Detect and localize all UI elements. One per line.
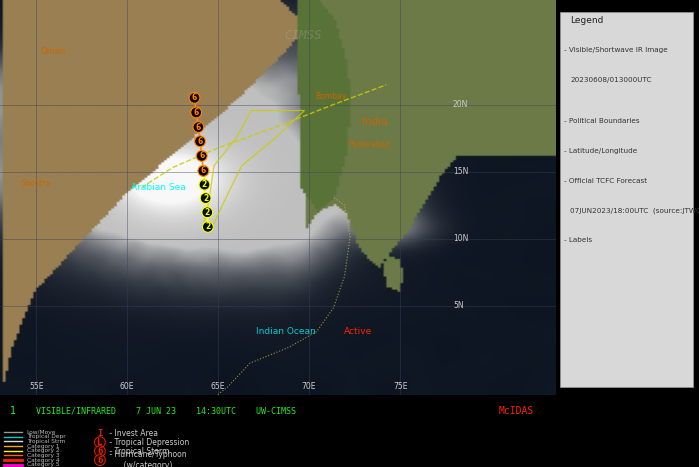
- Text: - Official TCFC Forecast: - Official TCFC Forecast: [564, 177, 647, 184]
- Text: 6: 6: [97, 455, 103, 465]
- Text: India: India: [362, 117, 388, 127]
- Text: 6: 6: [201, 166, 206, 176]
- Text: 70E: 70E: [302, 382, 316, 391]
- Text: 10N: 10N: [453, 234, 468, 243]
- Text: 6: 6: [196, 122, 201, 132]
- Text: Active: Active: [345, 327, 373, 336]
- Text: 6: 6: [97, 446, 103, 456]
- Text: McIDAS: McIDAS: [498, 406, 533, 416]
- Text: Bombay: Bombay: [315, 92, 346, 101]
- Text: 07JUN2023/18:00UTC  (source:JTWC): 07JUN2023/18:00UTC (source:JTWC): [570, 207, 699, 214]
- Text: Hyderabad: Hyderabad: [348, 140, 391, 149]
- Text: - Political Boundaries: - Political Boundaries: [564, 118, 640, 124]
- Text: - Hurricane/Typhoon
       (w/category): - Hurricane/Typhoon (w/category): [107, 450, 187, 467]
- Text: 2: 2: [206, 222, 210, 232]
- Text: - Latitude/Longitude: - Latitude/Longitude: [564, 148, 637, 154]
- Text: 2: 2: [203, 194, 208, 203]
- Text: 6: 6: [192, 93, 197, 102]
- Text: - Tropical Storm: - Tropical Storm: [107, 446, 170, 456]
- Text: L: L: [97, 438, 103, 447]
- Text: - Visible/Shortwave IR Image: - Visible/Shortwave IR Image: [564, 47, 668, 53]
- Text: 6: 6: [197, 137, 203, 146]
- Text: Tropical Strm: Tropical Strm: [27, 439, 65, 444]
- Text: CIMSS: CIMSS: [284, 29, 322, 42]
- Text: 5N: 5N: [453, 301, 463, 311]
- Text: Tropical Depr: Tropical Depr: [27, 434, 65, 439]
- Text: 2: 2: [202, 180, 207, 189]
- Text: Legend: Legend: [570, 16, 603, 25]
- Text: 2: 2: [205, 208, 210, 217]
- Text: VISIBLE/INFRARED    7 JUN 23    14:30UTC    UW-CIMSS: VISIBLE/INFRARED 7 JUN 23 14:30UTC UW-CI…: [36, 406, 296, 416]
- Text: 20230608/013000UTC: 20230608/013000UTC: [570, 77, 651, 83]
- Text: Category 1: Category 1: [27, 444, 59, 449]
- Text: Category 2: Category 2: [27, 448, 59, 453]
- Text: 1: 1: [10, 406, 16, 416]
- Text: 6: 6: [199, 151, 204, 160]
- Text: Indian Ocean: Indian Ocean: [257, 327, 316, 336]
- Text: Category 5: Category 5: [27, 462, 59, 467]
- Text: 65E: 65E: [210, 382, 225, 391]
- Text: Socotra: Socotra: [22, 179, 51, 188]
- Text: Category 4: Category 4: [27, 458, 59, 463]
- Text: 60E: 60E: [120, 382, 134, 391]
- Text: 75E: 75E: [393, 382, 408, 391]
- Text: I: I: [97, 429, 103, 438]
- Text: Low/Move: Low/Move: [27, 430, 56, 435]
- Text: 20N: 20N: [453, 100, 468, 109]
- Text: 6: 6: [194, 108, 199, 117]
- Text: Category 3: Category 3: [27, 453, 59, 458]
- Text: 15N: 15N: [453, 167, 468, 176]
- Text: - Labels: - Labels: [564, 237, 593, 243]
- Text: - Invest Area: - Invest Area: [107, 429, 158, 438]
- Text: - Tropical Depression: - Tropical Depression: [107, 438, 189, 447]
- FancyBboxPatch shape: [560, 12, 693, 387]
- Text: Oman: Oman: [40, 47, 66, 56]
- Text: 2: 2: [201, 166, 206, 176]
- Text: Arabian Sea: Arabian Sea: [131, 183, 186, 192]
- Text: 55E: 55E: [29, 382, 43, 391]
